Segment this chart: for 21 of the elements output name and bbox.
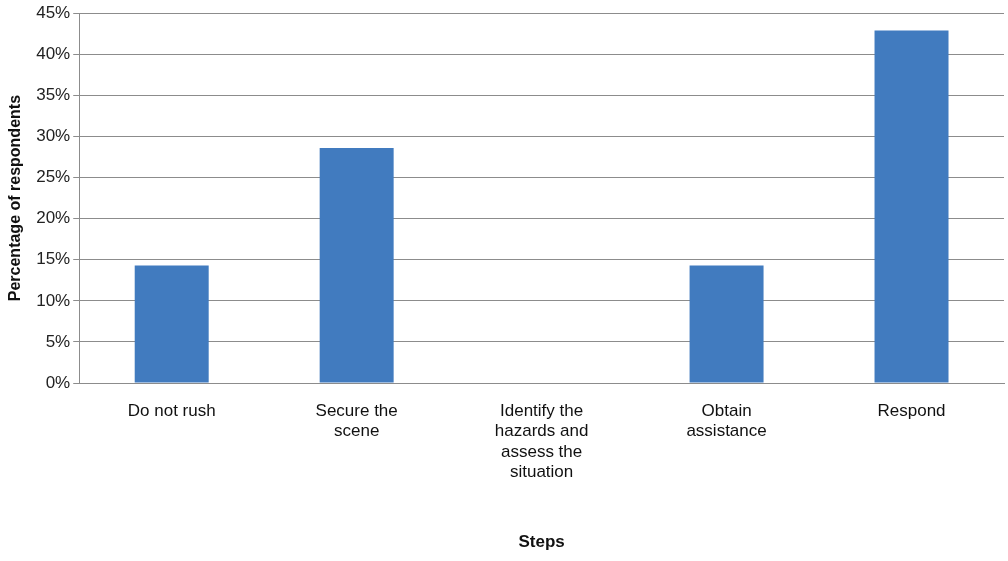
y-tick-label: 45%: [36, 2, 71, 22]
y-tick-label: 40%: [36, 43, 71, 63]
y-tick-label: 30%: [36, 126, 71, 146]
x-tick-label: Respond: [877, 400, 946, 420]
y-tick-label: 15%: [36, 249, 71, 269]
y-axis-title: Percentage of respondents: [6, 94, 24, 302]
y-tick-label: 35%: [36, 85, 71, 105]
y-tick-label: 20%: [36, 208, 71, 228]
y-tick-label: 25%: [36, 167, 71, 187]
x-tick-label: Obtain assistance: [686, 400, 767, 441]
y-tick-label: 10%: [36, 290, 71, 310]
bar: [874, 30, 949, 383]
bar: [689, 265, 764, 383]
y-tick-label: 5%: [45, 331, 71, 351]
bar: [319, 147, 394, 383]
x-tick-label: Secure the scene: [315, 400, 398, 441]
y-tick-label: 0%: [45, 372, 71, 392]
x-tick-label: Do not rush: [127, 400, 216, 420]
bar: [134, 265, 209, 383]
x-axis-title: Steps: [518, 532, 565, 552]
x-tick-label: Identify the hazards and assess the situation: [494, 400, 589, 482]
